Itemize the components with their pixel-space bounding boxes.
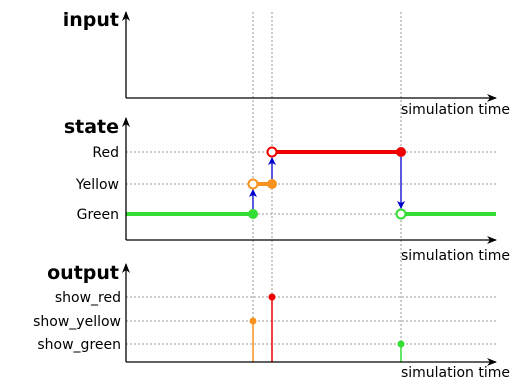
output-dot-show-green (397, 340, 405, 348)
state-x-axis-label: simulation time (401, 248, 510, 264)
state-panel-title: state (64, 116, 119, 138)
input-x-axis-label: simulation time (401, 102, 510, 118)
state-level-red: Red (92, 145, 119, 161)
marker-green-filled-t1 (248, 209, 258, 219)
marker-yellow-filled-t2 (267, 179, 277, 189)
state-panel: state Red Yellow Green simulation time (64, 116, 510, 264)
state-level-green: Green (77, 207, 119, 223)
marker-yellow-open-t1 (247, 178, 259, 190)
output-level-show-green: show_green (37, 337, 121, 353)
output-level-show-yellow: show_yellow (33, 314, 121, 330)
state-level-yellow: Yellow (75, 177, 119, 193)
marker-red-filled-t3 (396, 147, 406, 157)
marker-green-open-t3 (395, 208, 407, 220)
marker-red-open-t2 (266, 146, 278, 158)
output-x-axis-label: simulation time (401, 365, 510, 381)
output-dot-show-red (268, 293, 276, 301)
input-panel-title: input (63, 9, 119, 31)
output-panel-title: output (47, 262, 119, 284)
output-dot-show-yellow (249, 317, 257, 325)
input-panel: input simulation time (63, 9, 510, 118)
output-panel: output show_red show_yellow show_green s… (33, 262, 510, 381)
output-level-show-red: show_red (55, 290, 121, 306)
